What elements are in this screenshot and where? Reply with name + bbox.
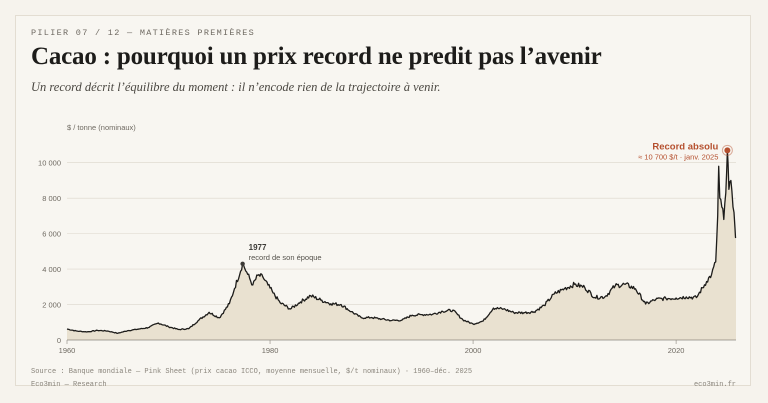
page-title: Cacao : pourquoi un prix record ne predi… <box>31 43 602 70</box>
y-tick-label-4000: 4 000 <box>42 265 61 274</box>
page-subtitle: Un record décrit l’équilibre du moment :… <box>31 80 441 94</box>
annotation-1977-marker <box>240 261 245 266</box>
annotation-1977-text: record de son époque <box>249 253 322 262</box>
x-tick-label-2000: 2000 <box>465 346 482 355</box>
y-tick-label-10000: 10 000 <box>38 159 61 168</box>
x-tick-label-2020: 2020 <box>668 346 685 355</box>
record-marker <box>724 147 731 154</box>
y-tick-label-2000: 2 000 <box>42 301 61 310</box>
series-area <box>67 150 736 340</box>
annotation-1977-label: 1977 <box>249 243 267 252</box>
x-tick-label-1980: 1980 <box>262 346 279 355</box>
series-line <box>66 149 737 334</box>
site-label: eco3min.fr <box>693 381 736 389</box>
axis-layer: 0 2 000 4 000 6 000 8 000 10 000 1960 1980 2000 2… <box>38 159 736 355</box>
x-tick-label-1960: 1960 <box>59 346 76 355</box>
y-tick-label-8000: 8 000 <box>42 194 61 203</box>
brand-label: Eco3min — Research <box>31 381 107 389</box>
record-label: Record absolu <box>652 141 718 152</box>
area-layer <box>66 149 737 340</box>
source-note: Source : Banque mondiale — Pink Sheet (p… <box>31 368 473 376</box>
grid <box>67 162 736 305</box>
y-tick-label-6000: 6 000 <box>42 230 61 239</box>
record-marker-halo <box>721 144 733 156</box>
y-axis-label: $ / tonne (nominaux) <box>67 123 136 132</box>
record-text: ≈ 10 700 $/t · janv. 2025 <box>638 152 718 161</box>
kicker: PILIER 07 / 12 — MATIÈRES PREMIÈRES <box>31 28 256 38</box>
y-tick-label-0: 0 <box>57 336 61 345</box>
